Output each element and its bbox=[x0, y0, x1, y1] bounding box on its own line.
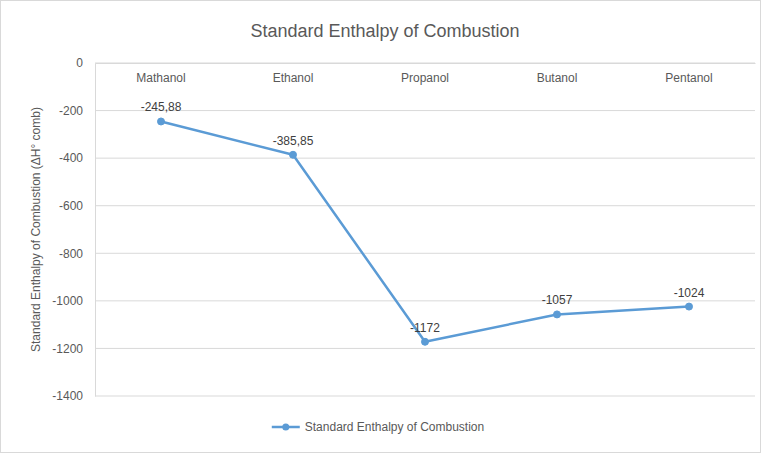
x-tick: Mathanol bbox=[136, 63, 185, 85]
x-tick: Butanol bbox=[537, 63, 578, 85]
x-tick-label: Propanol bbox=[401, 71, 449, 85]
y-tick-label: 0 bbox=[76, 56, 83, 70]
data-label: -245,88 bbox=[141, 100, 182, 114]
point bbox=[158, 118, 165, 125]
plot-area bbox=[158, 118, 693, 345]
grid-line bbox=[95, 205, 755, 206]
y-tick: -1400 bbox=[52, 389, 95, 403]
data-label: -1024 bbox=[674, 286, 705, 300]
grid-line bbox=[95, 63, 755, 64]
point bbox=[290, 151, 297, 158]
y-axis: 0 -200 -400 -600 -800 -1000 -1200 -1400 bbox=[52, 56, 95, 403]
legend: Standard Enthalpy of Combustion bbox=[272, 420, 484, 434]
legend-marker bbox=[282, 424, 289, 431]
grid-line bbox=[95, 253, 755, 254]
y-tick-label: -200 bbox=[59, 104, 83, 118]
x-tick: Ethanol bbox=[273, 63, 314, 85]
y-tick: -800 bbox=[59, 247, 95, 261]
legend-label: Standard Enthalpy of Combustion bbox=[305, 420, 484, 434]
y-tick: -400 bbox=[59, 151, 95, 165]
grid-line bbox=[95, 110, 755, 111]
x-tick-label: Mathanol bbox=[136, 71, 185, 85]
data-label: -1057 bbox=[542, 293, 573, 307]
x-axis: Mathanol Ethanol Propanol Butanol Pentanol bbox=[96, 63, 756, 85]
y-tick-label: -800 bbox=[59, 247, 83, 261]
grid bbox=[95, 63, 755, 396]
grid-line bbox=[95, 348, 755, 349]
data-label: -385,85 bbox=[273, 134, 314, 148]
y-tick-label: -1200 bbox=[52, 342, 83, 356]
series-line bbox=[161, 121, 689, 341]
y-tick: -600 bbox=[59, 199, 95, 213]
y-tick-label: -1000 bbox=[52, 294, 83, 308]
point bbox=[422, 338, 429, 345]
y-tick: -1200 bbox=[52, 342, 95, 356]
x-tick-label: Ethanol bbox=[273, 71, 314, 85]
x-tick-label: Butanol bbox=[537, 71, 578, 85]
y-axis-title: Standard Enthalpy of Combustion (ΔH° com… bbox=[29, 107, 43, 352]
grid-line bbox=[95, 396, 755, 397]
x-tick: Propanol bbox=[401, 63, 449, 85]
y-tick-label: -400 bbox=[59, 151, 83, 165]
x-tick: Pentanol bbox=[665, 63, 712, 85]
chart: Standard Enthalpy of Combustion 0 -200 -400… bbox=[0, 0, 768, 459]
x-tick-label: Pentanol bbox=[665, 71, 712, 85]
y-tick-label: -1400 bbox=[52, 389, 83, 403]
y-tick: 0 bbox=[76, 56, 95, 70]
data-label: -1172 bbox=[410, 321, 440, 335]
grid-line bbox=[95, 158, 755, 159]
title: Standard Enthalpy of Combustion bbox=[250, 21, 519, 41]
legend-item: Standard Enthalpy of Combustion bbox=[272, 420, 484, 434]
point bbox=[554, 311, 561, 318]
chart-frame bbox=[1, 1, 761, 453]
y-axis-line bbox=[95, 64, 96, 397]
data-labels: -245,88 -385,85 -1172 -1057 -1024 bbox=[141, 100, 705, 334]
y-tick-label: -600 bbox=[59, 199, 83, 213]
y-tick: -200 bbox=[59, 104, 95, 118]
y-tick: -1000 bbox=[52, 294, 95, 308]
x-axis-line bbox=[96, 63, 756, 64]
grid-line bbox=[95, 300, 755, 301]
point bbox=[686, 303, 693, 310]
